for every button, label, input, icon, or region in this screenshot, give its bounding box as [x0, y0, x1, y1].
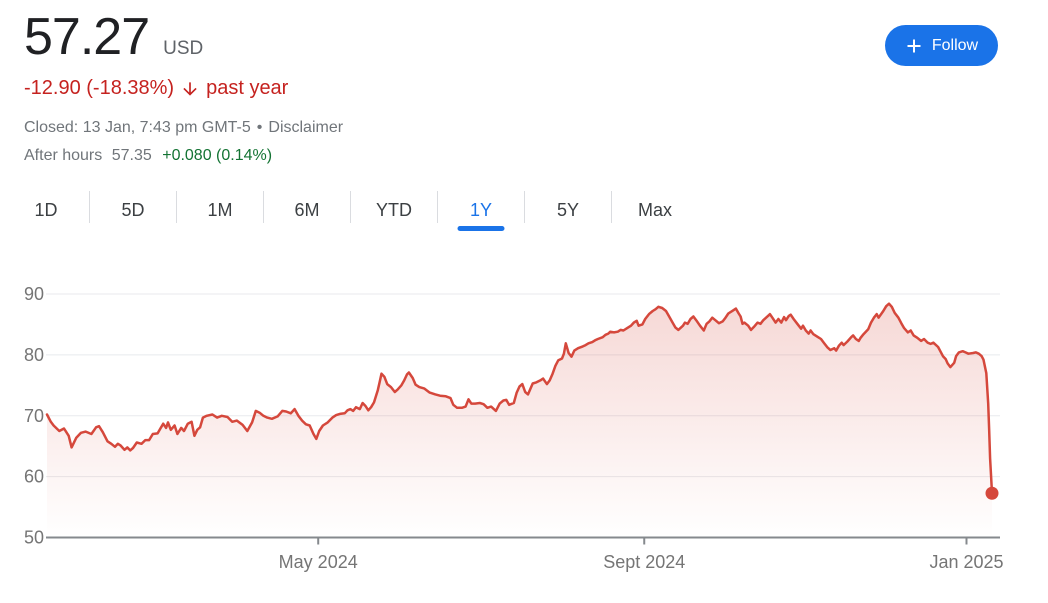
tab-divider — [611, 191, 612, 223]
tab-label: YTD — [376, 199, 412, 220]
tab-6m[interactable]: 6M — [264, 188, 350, 232]
tab-5y[interactable]: 5Y — [525, 188, 611, 232]
tab-max[interactable]: Max — [612, 188, 698, 232]
tab-label: 5D — [121, 199, 145, 220]
currency-label: USD — [163, 38, 204, 59]
tab-1m[interactable]: 1M — [177, 188, 263, 232]
price-change-row: -12.90 (-18.38%) past year — [24, 77, 288, 100]
tab-label: Max — [637, 199, 672, 220]
x-axis-label: Sept 2024 — [603, 552, 685, 572]
price-line — [45, 302, 994, 495]
price-row: 57.27 USD — [24, 10, 203, 65]
y-axis-label: 50 — [24, 528, 44, 548]
y-axis-label: 60 — [24, 467, 44, 487]
selected-tab-underline — [457, 226, 505, 231]
tab-label: 1D — [34, 199, 58, 220]
disclaimer-link[interactable]: Disclaimer — [268, 119, 344, 136]
market-status-line: Closed: 13 Jan, 7:43 pm GMT-5 • Disclaimer — [24, 119, 343, 137]
plus-icon — [907, 39, 921, 52]
tab-1d[interactable]: 1D — [3, 188, 89, 232]
tab-label: 1Y — [469, 199, 493, 220]
tab-divider — [524, 191, 525, 223]
tab-divider — [263, 191, 264, 223]
after-hours-line: After hours 57.35 +0.080 (0.14%) — [24, 147, 272, 165]
time-range-tabs: 1D 5D 1M 6M YTD 1Y 5Y Max — [3, 188, 698, 232]
after-hours-change: +0.080 (0.14%) — [162, 147, 273, 164]
tab-divider — [350, 191, 351, 223]
arrow-down-icon — [180, 79, 200, 99]
tab-divider — [89, 191, 90, 223]
current-price: 57.27 — [24, 8, 150, 66]
separator-dot: • — [256, 119, 263, 136]
price-change-value: -12.90 (-18.38%) — [24, 77, 175, 99]
area-fill — [47, 303, 992, 538]
tab-divider — [176, 191, 177, 223]
y-axis-label: 90 — [24, 284, 44, 304]
x-axis-label: Jan 2025 — [929, 552, 1003, 572]
price-chart[interactable]: 50 60 70 80 90 May 2024 Sept 2024 Jan 2025 — [0, 255, 1048, 603]
after-hours-label: After hours — [24, 147, 103, 164]
follow-button[interactable]: Follow — [885, 25, 998, 66]
tab-1y[interactable]: 1Y — [438, 188, 524, 232]
tab-5d[interactable]: 5D — [90, 188, 176, 232]
follow-button-label: Follow — [931, 36, 979, 54]
tab-label: 1M — [207, 199, 233, 220]
after-hours-price: 57.35 — [111, 147, 152, 164]
tab-ytd[interactable]: YTD — [351, 188, 437, 232]
y-axis-label: 80 — [24, 345, 44, 365]
tab-label: 6M — [294, 199, 320, 220]
tab-divider — [437, 191, 438, 223]
closed-status: Closed: 13 Jan, 7:43 pm GMT-5 — [24, 119, 251, 136]
end-point-dot — [985, 486, 999, 500]
y-axis-label: 70 — [24, 406, 44, 426]
price-change-period: past year — [206, 77, 289, 99]
tab-label: 5Y — [556, 199, 580, 220]
x-axis-label: May 2024 — [279, 552, 358, 572]
